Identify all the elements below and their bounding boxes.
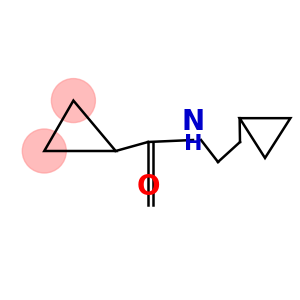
Text: H: H [184,134,202,154]
Circle shape [51,79,95,123]
Text: N: N [182,108,205,136]
Text: O: O [136,173,160,201]
Circle shape [22,129,66,173]
